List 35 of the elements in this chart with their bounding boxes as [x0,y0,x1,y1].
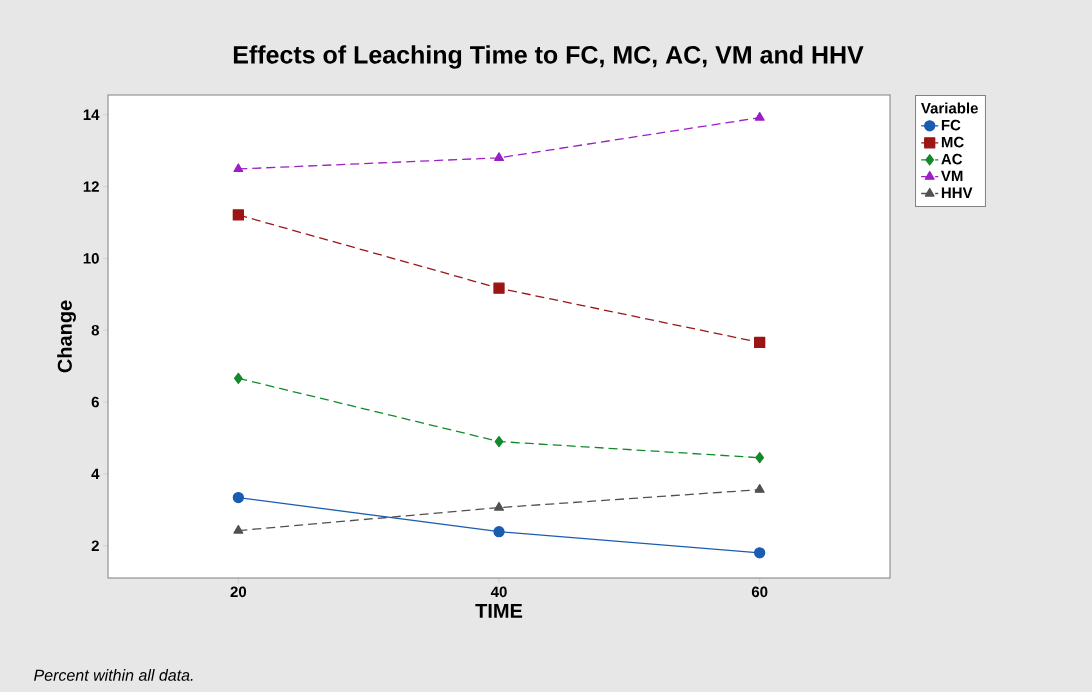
x-tick-label: 60 [751,586,768,598]
point [232,491,244,504]
point [233,372,243,384]
point [754,547,766,559]
legend-label: MC [941,136,964,148]
legend-label: AC [941,153,963,165]
text: Percent within all data. [34,669,193,681]
y-tick-label: 12 [83,181,99,192]
x-tick-label: 20 [230,586,247,598]
legend-title: Variable [921,102,978,114]
y-tick-label: 6 [91,396,99,408]
y-tick-label: 4 [91,468,100,480]
legend-label: FC [941,119,961,131]
y-axis-title: Change [57,300,76,373]
x-axis-title: TIME [475,604,523,618]
y-tick-label: 14 [83,109,100,120]
point [754,111,765,121]
chart-title: Effects of Leaching Time to FC, MC, AC, VM and HHV [233,45,864,69]
x-tick-label: 40 [490,586,507,598]
y-tick-label: 10 [83,253,99,264]
point [493,282,505,294]
point [233,163,244,173]
point [233,524,244,534]
legend-label: VM [941,170,963,182]
point [232,209,244,221]
legend-label: HHV [941,187,973,198]
point [494,501,504,511]
point [494,435,504,448]
y-tick-label: 8 [91,324,100,336]
point [493,526,505,538]
point [755,452,765,464]
point [494,152,504,161]
point [754,484,765,493]
y-tick-label: 2 [91,540,99,551]
point [754,336,766,349]
